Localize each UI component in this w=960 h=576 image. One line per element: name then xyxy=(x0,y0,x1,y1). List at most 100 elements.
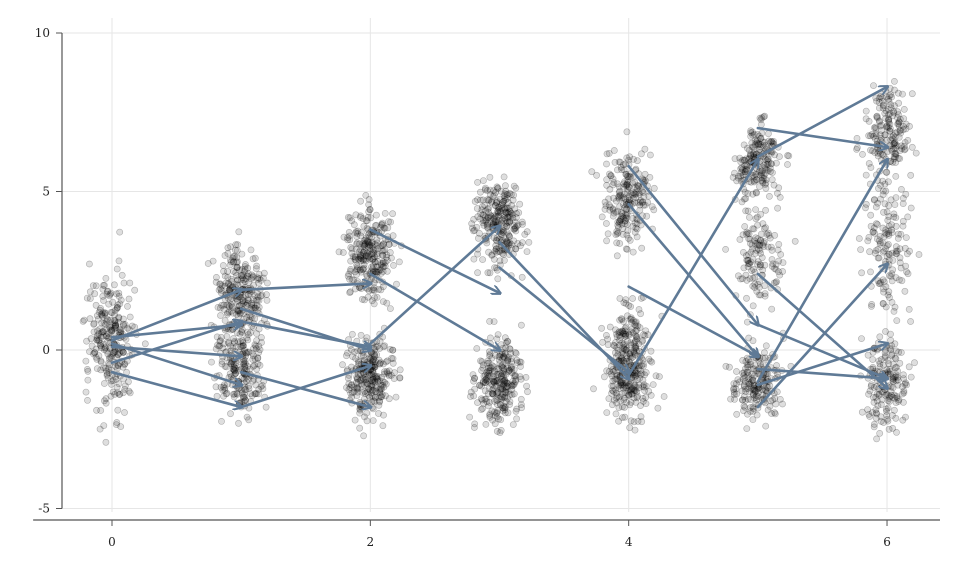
data-point xyxy=(620,183,627,191)
data-point xyxy=(250,304,258,312)
data-point xyxy=(84,376,92,384)
data-point xyxy=(111,317,118,324)
data-point xyxy=(97,342,105,350)
data-point xyxy=(118,271,126,279)
data-point xyxy=(105,330,112,338)
data-point xyxy=(102,309,109,317)
data-point xyxy=(752,249,759,257)
data-point xyxy=(112,321,120,329)
data-point xyxy=(103,371,111,379)
data-point xyxy=(486,173,494,181)
data-point xyxy=(644,198,652,206)
data-point xyxy=(244,299,251,307)
data-point xyxy=(613,230,621,238)
data-point xyxy=(640,331,647,339)
data-point xyxy=(588,168,596,176)
data-point xyxy=(102,332,110,340)
data-point xyxy=(84,365,91,373)
data-point xyxy=(231,390,239,398)
data-point xyxy=(112,322,119,330)
data-point xyxy=(116,349,123,357)
data-point xyxy=(87,335,95,343)
data-point xyxy=(229,253,237,261)
data-point xyxy=(857,246,864,253)
data-point xyxy=(389,210,396,218)
data-point xyxy=(899,222,907,230)
data-point xyxy=(121,321,129,328)
data-point xyxy=(749,416,757,423)
data-point xyxy=(869,356,877,363)
data-point xyxy=(101,397,108,405)
data-point xyxy=(102,438,110,446)
data-point xyxy=(233,298,241,305)
data-point xyxy=(625,156,632,164)
data-point xyxy=(101,380,108,387)
data-point xyxy=(223,363,230,371)
data-point xyxy=(90,350,97,358)
data-point xyxy=(234,241,241,249)
data-point xyxy=(97,407,105,414)
data-point xyxy=(496,429,504,436)
data-point xyxy=(376,377,384,385)
data-point xyxy=(892,347,900,355)
data-point xyxy=(350,276,358,284)
data-point xyxy=(618,210,626,218)
data-point xyxy=(114,364,121,372)
data-point xyxy=(489,377,497,385)
data-point xyxy=(217,289,225,297)
data-point xyxy=(236,266,243,274)
data-point xyxy=(233,264,241,271)
data-point xyxy=(603,331,610,339)
data-point xyxy=(389,355,397,362)
data-point xyxy=(237,338,244,345)
data-point xyxy=(775,240,783,248)
data-point xyxy=(482,420,490,428)
data-point xyxy=(254,354,262,362)
data-point xyxy=(759,220,767,228)
data-point xyxy=(240,267,248,275)
data-point xyxy=(753,392,760,400)
data-point xyxy=(357,285,365,292)
data-point xyxy=(217,285,224,293)
data-point xyxy=(101,281,108,289)
data-point xyxy=(751,237,758,245)
data-point xyxy=(221,362,229,370)
data-point xyxy=(103,332,110,340)
data-point xyxy=(393,280,400,288)
data-point xyxy=(656,373,663,380)
data-point xyxy=(891,78,898,85)
data-point xyxy=(93,334,101,342)
data-point xyxy=(220,305,228,313)
data-point xyxy=(758,254,766,262)
data-point xyxy=(876,333,884,341)
data-point xyxy=(622,170,630,178)
y-tick-label: 5 xyxy=(42,185,50,199)
data-point xyxy=(113,305,121,312)
data-point xyxy=(229,267,237,275)
data-point xyxy=(900,398,907,406)
data-point xyxy=(104,337,111,345)
data-point xyxy=(251,315,259,323)
data-point xyxy=(360,375,368,383)
data-point xyxy=(881,180,889,188)
data-point xyxy=(254,274,261,282)
data-point xyxy=(892,399,900,406)
data-point xyxy=(99,328,107,336)
data-point xyxy=(609,175,617,183)
data-point xyxy=(121,409,128,416)
data-point xyxy=(242,275,250,283)
data-point xyxy=(84,367,92,375)
data-point xyxy=(245,382,252,390)
data-point xyxy=(385,218,392,225)
data-point xyxy=(239,297,247,304)
data-point xyxy=(95,330,103,338)
data-point xyxy=(239,339,247,347)
data-point xyxy=(218,301,226,309)
data-point xyxy=(255,270,263,278)
data-point xyxy=(216,337,224,345)
data-point xyxy=(230,335,237,342)
data-point xyxy=(98,310,105,318)
data-point xyxy=(237,309,244,317)
data-point xyxy=(253,365,260,373)
data-point xyxy=(238,389,246,397)
